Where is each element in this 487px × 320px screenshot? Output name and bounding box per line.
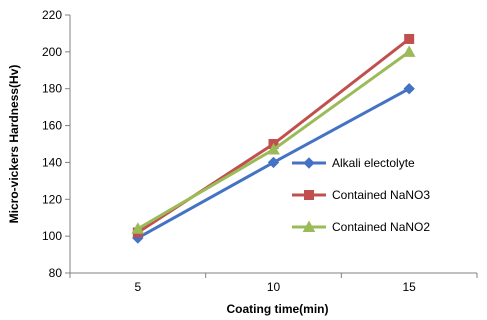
legend-label: Contained NaNO3 [332,188,430,202]
y-tick-label: 100 [42,229,62,243]
data-point [403,83,415,95]
data-point [131,222,145,234]
data-point [404,33,415,44]
axes: 80 100 120 140 160 180 200 220 5 10 15 [42,8,478,294]
y-tick-label: 140 [42,155,62,169]
legend-item: Contained NaNO3 [292,188,430,202]
legend-swatch-marker [303,157,315,169]
y-axis-title: Micro-vickers Hardness(Hv) [7,65,21,224]
legend-item: Alkali electolyte [292,156,415,170]
data-point [267,156,280,169]
y-tick-label: 180 [42,82,62,96]
legend-swatch-marker [304,190,314,200]
x-tick-label: 5 [134,280,141,294]
y-tick-label: 120 [42,192,62,206]
y-tick-label: 80 [49,266,63,280]
series-layer [131,33,416,244]
legend-label: Contained NaNO2 [332,220,430,234]
legend-swatch-marker [302,220,316,232]
y-tick-label: 220 [42,8,62,22]
y-tick-label: 160 [42,119,62,133]
series-3 [131,45,416,234]
x-axis-title: Coating time(min) [227,302,329,316]
data-point [267,142,280,155]
legend-label: Alkali electolyte [332,156,415,170]
x-tick-label: 15 [402,280,416,294]
data-point [402,45,416,57]
x-tick-label: 10 [267,280,281,294]
y-tick-label: 200 [42,45,62,59]
legend-item: Contained NaNO2 [292,220,430,234]
legend: Alkali electolyte Contained NaNO3 Containe… [292,156,430,234]
